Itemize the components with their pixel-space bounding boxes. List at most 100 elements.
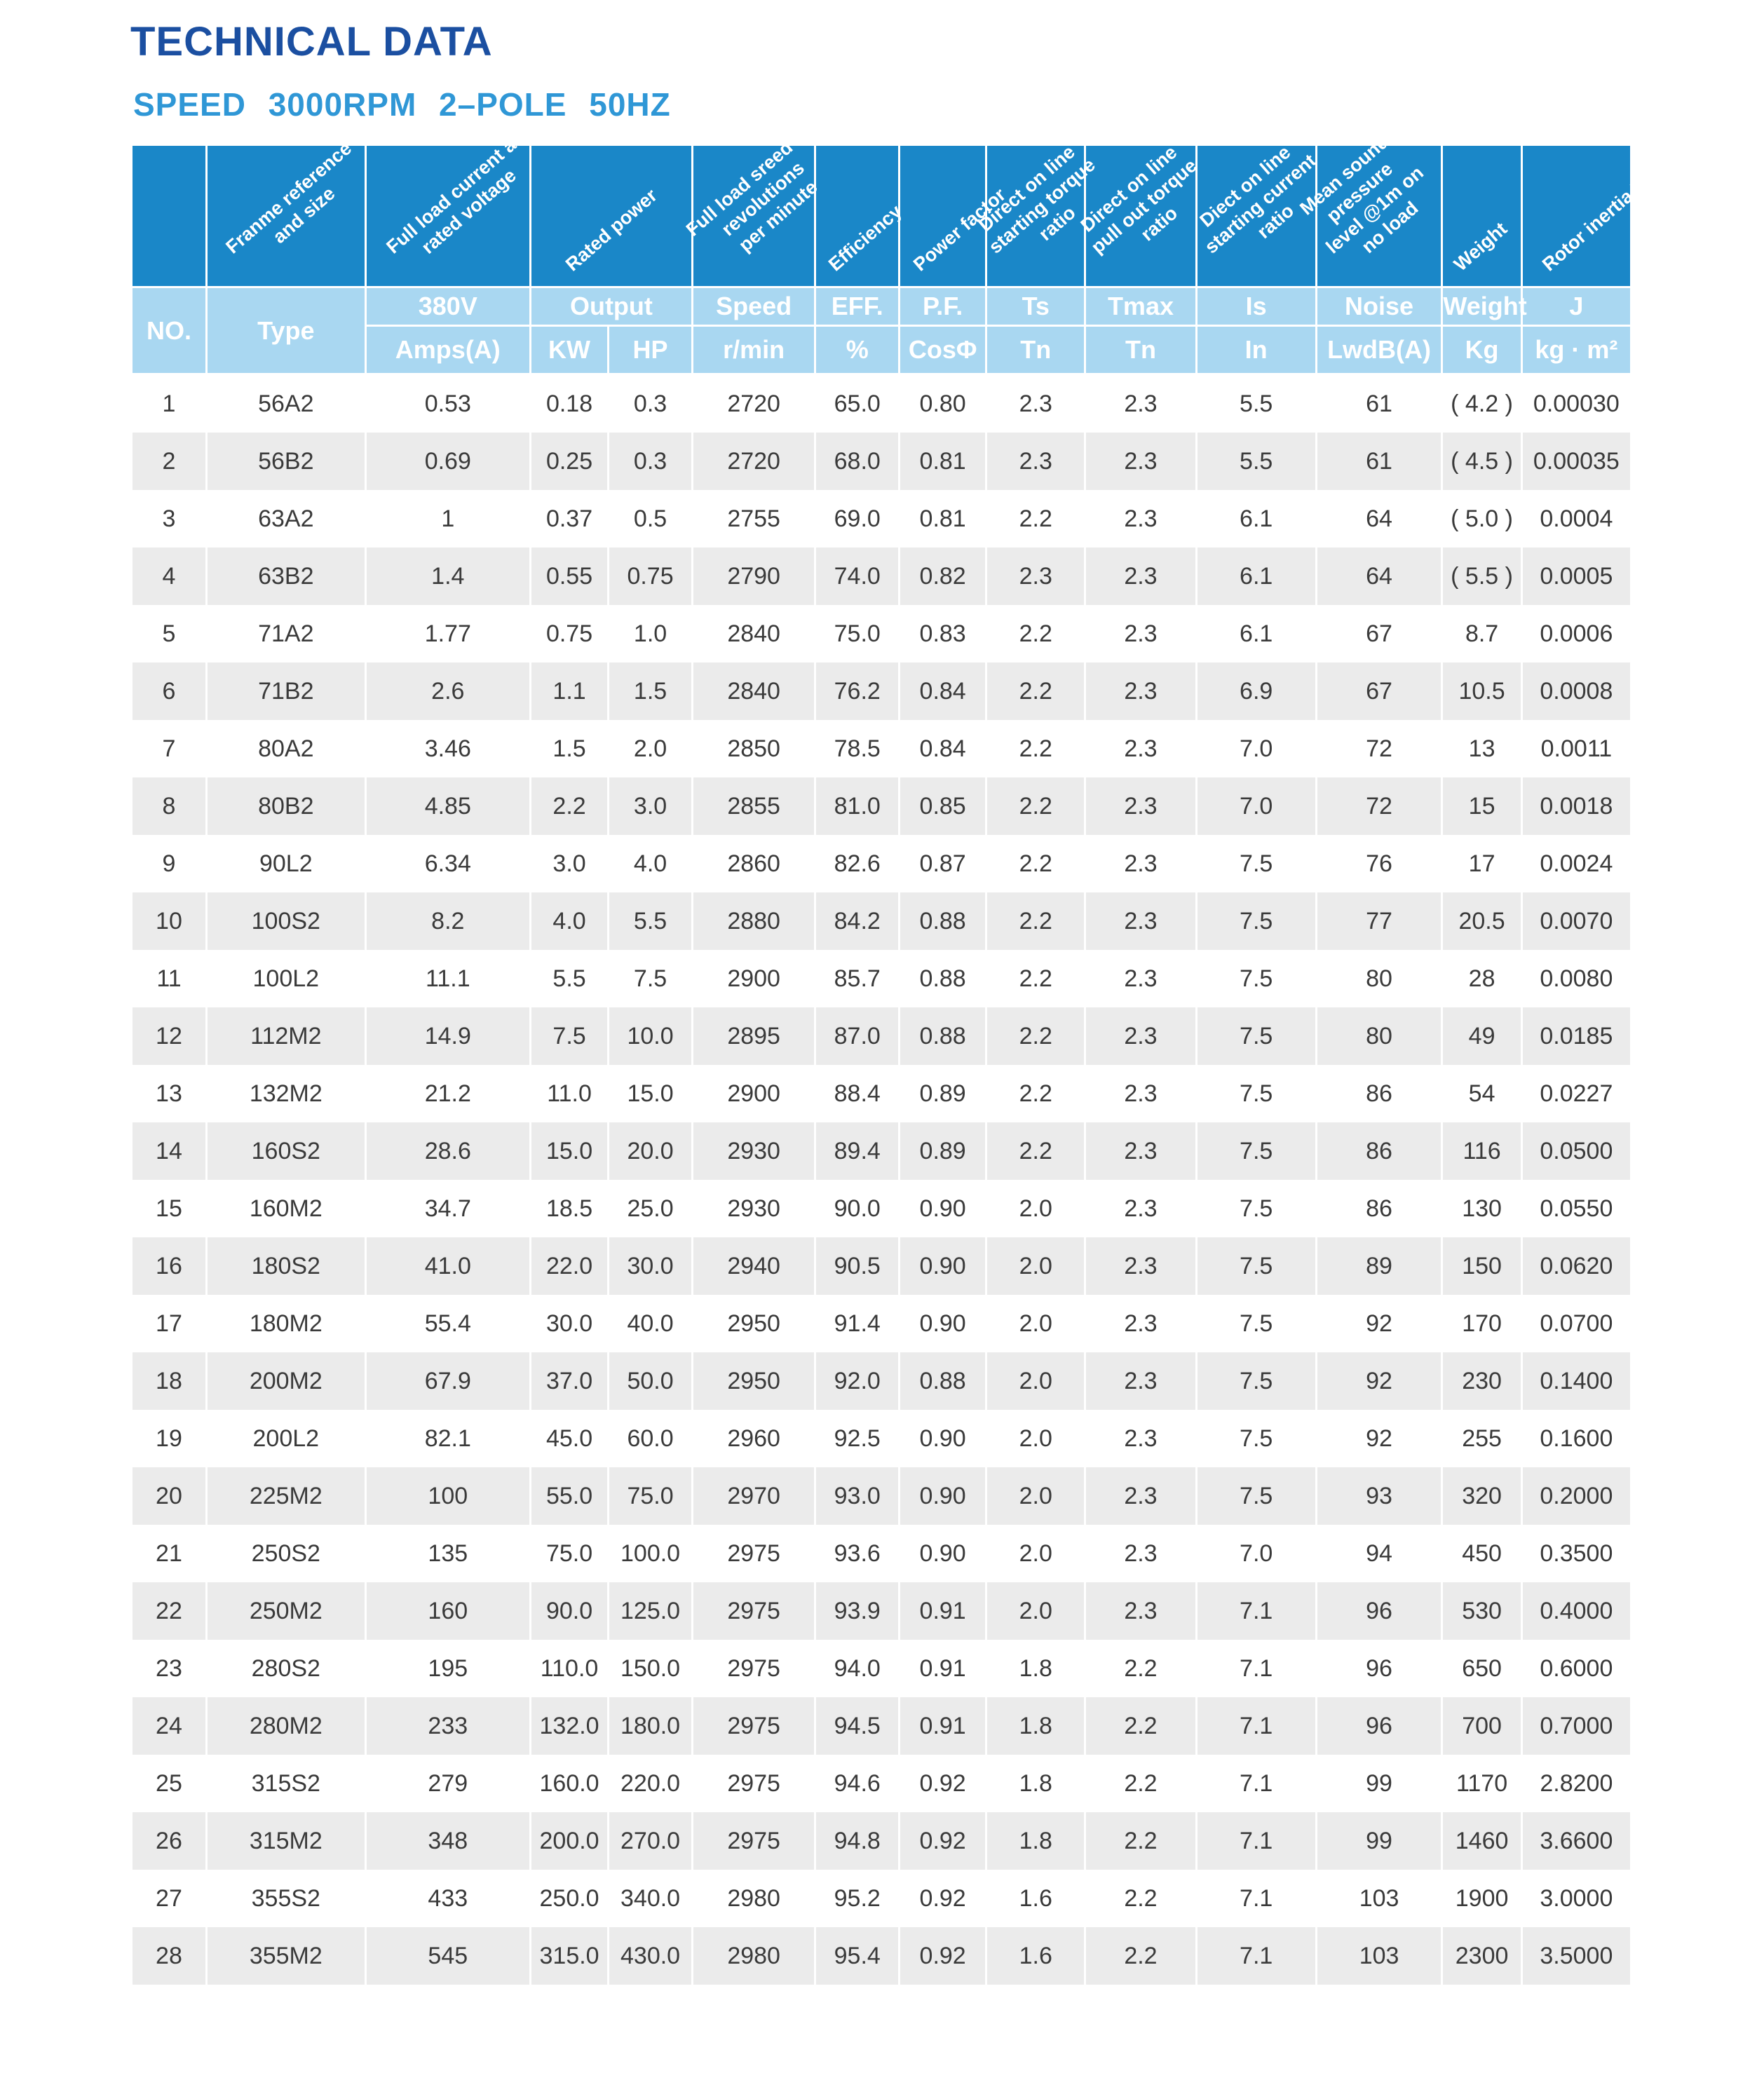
cell: 130 (1441, 1180, 1523, 1237)
cell: 4.0 (607, 835, 693, 892)
cell: 250.0 (529, 1870, 610, 1927)
cell: 92.5 (814, 1410, 901, 1467)
cell: 1.4 (364, 548, 531, 605)
column-header-tmax: Tmax (1084, 286, 1198, 327)
table-header: Franme reference and size Full load curr… (130, 123, 1670, 375)
column-header-type: Type (205, 286, 367, 375)
cell: 90.0 (814, 1180, 901, 1237)
cell: 200M2 (205, 1352, 367, 1410)
cell: 7.5 (607, 950, 693, 1007)
cell: 56B2 (205, 433, 367, 490)
cell: 61 (1315, 433, 1444, 490)
cell: 2975 (691, 1525, 817, 1582)
cell: 7.0 (1195, 1525, 1317, 1582)
cell: 0.55 (529, 548, 610, 605)
cell: 72 (1315, 720, 1444, 777)
cell: 7 (130, 720, 208, 777)
column-header-speed: Speed (691, 286, 817, 327)
cell: 9 (130, 835, 208, 892)
cell: 2.3 (1084, 374, 1198, 433)
cell: 22 (130, 1582, 208, 1640)
cell: 1.1 (529, 662, 610, 720)
table-row: 17 180M2 55.4 30.0 40.0 2950 91.4 0.90 2.0 2.3 7.5… (130, 1295, 1633, 1352)
cell: 1.5 (607, 662, 693, 720)
cell: 67 (1315, 605, 1444, 662)
cell: 112M2 (205, 1007, 367, 1065)
cell: 103 (1315, 1927, 1444, 1985)
table-row: 11 100L2 11.1 5.5 7.5 2900 85.7 0.88 2.2 2.3 7.5 80… (130, 950, 1633, 1007)
cell: 150 (1441, 1237, 1523, 1295)
cell: 2.2 (985, 662, 1087, 720)
cell: 433 (364, 1870, 531, 1927)
cell: 41.0 (364, 1237, 531, 1295)
cell: 2755 (691, 490, 817, 548)
cell: 3.0 (607, 777, 693, 835)
cell: 4 (130, 548, 208, 605)
cell: 2300 (1441, 1927, 1523, 1985)
cell: 0.6000 (1520, 1640, 1633, 1697)
cell: 5.5 (1195, 433, 1317, 490)
cell: 0.0620 (1520, 1237, 1633, 1295)
cell: 2.2 (985, 1065, 1087, 1122)
table-row: 6 71B2 2.6 1.1 1.5 2840 76.2 0.84 2.2 2.3 6.9 67 10.… (130, 662, 1633, 720)
table-row: 26 315M2 348 200.0 270.0 2975 94.8 0.92 1.8 2.2 7.… (130, 1812, 1633, 1870)
cell: 61 (1315, 374, 1444, 433)
cell: 63B2 (205, 548, 367, 605)
cell: 2.3 (1084, 835, 1198, 892)
cell: 7.5 (1195, 1237, 1317, 1295)
table-row: 8 80B2 4.85 2.2 3.0 2855 81.0 0.85 2.2 2.3 7.0 72 15… (130, 777, 1633, 835)
cell: 250S2 (205, 1525, 367, 1582)
cell: 2900 (691, 1065, 817, 1122)
cell: 1 (130, 374, 208, 433)
technical-data-table: Franme reference and size Full load curr… (130, 123, 1670, 1985)
cell: 430.0 (607, 1927, 693, 1985)
cell: 25.0 (607, 1180, 693, 1237)
cell: 96 (1315, 1697, 1444, 1755)
cell: 7.5 (1195, 1410, 1317, 1467)
cell: 180.0 (607, 1697, 693, 1755)
cell: 2840 (691, 605, 817, 662)
cell: 7.5 (1195, 1467, 1317, 1525)
cell: 2860 (691, 835, 817, 892)
diagonal-header-rated-power: Rated power (529, 144, 693, 288)
cell: 76.2 (814, 662, 901, 720)
cell: 18 (130, 1352, 208, 1410)
cell: 340.0 (607, 1870, 693, 1927)
cell: 71B2 (205, 662, 367, 720)
cell: 0.0700 (1520, 1295, 1633, 1352)
cell: 2.2 (985, 835, 1087, 892)
cell: 180M2 (205, 1295, 367, 1352)
cell: 2.2 (985, 892, 1087, 950)
diagonal-header-full-load-speed: Full load sreed in revolutions per minut… (682, 123, 822, 288)
cell: 20 (130, 1467, 208, 1525)
cell: 0.83 (898, 605, 988, 662)
table-row: 22 250M2 160 90.0 125.0 2975 93.9 0.91 2.0 2.3 7.1… (130, 1582, 1633, 1640)
cell: 0.0006 (1520, 605, 1633, 662)
cell: 64 (1315, 490, 1444, 548)
cell: 160.0 (529, 1755, 610, 1812)
cell: 49 (1441, 1007, 1523, 1065)
cell: 94.8 (814, 1812, 901, 1870)
cell: 0.82 (898, 548, 988, 605)
cell: 2.3 (1084, 662, 1198, 720)
cell: 100 (364, 1467, 531, 1525)
cell: 93 (1315, 1467, 1444, 1525)
cell: 135 (364, 1525, 531, 1582)
cell: 67.9 (364, 1352, 531, 1410)
cell: 89.4 (814, 1122, 901, 1180)
cell: 6.1 (1195, 548, 1317, 605)
diagonal-label: Franme reference and size (222, 137, 355, 258)
cell: 17 (130, 1295, 208, 1352)
cell: 0.89 (898, 1065, 988, 1122)
cell: 2.0 (985, 1352, 1087, 1410)
cell: 0.1400 (1520, 1352, 1633, 1410)
cell: 14 (130, 1122, 208, 1180)
cell: 132M2 (205, 1065, 367, 1122)
cell: 5.5 (607, 892, 693, 950)
cell: 84.2 (814, 892, 901, 950)
cell: 92.0 (814, 1352, 901, 1410)
cell: 7.5 (1195, 950, 1317, 1007)
cell: 650 (1441, 1640, 1523, 1697)
cell: 24 (130, 1697, 208, 1755)
cell: 0.84 (898, 662, 988, 720)
